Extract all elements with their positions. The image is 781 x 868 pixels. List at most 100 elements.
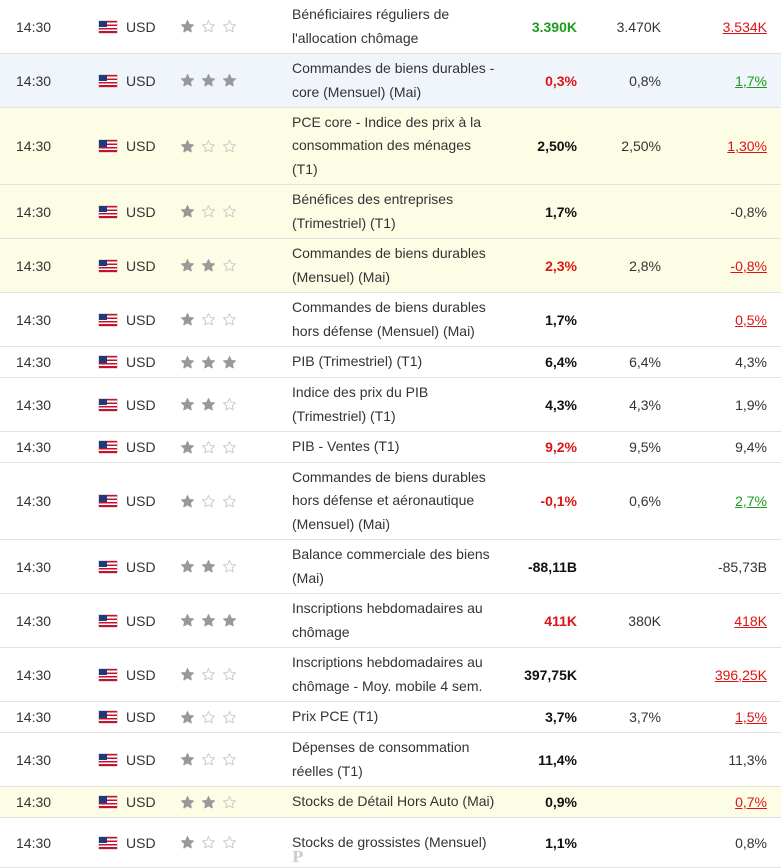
star-filled-icon <box>180 667 195 682</box>
event-name[interactable]: Prix PCE (T1) <box>292 702 514 732</box>
forecast-value: 2,50% <box>621 138 661 154</box>
event-name[interactable]: PIB - Ventes (T1) <box>292 432 514 462</box>
star-filled-icon <box>180 204 195 219</box>
event-name[interactable]: Commandes de biens durables (Mensuel) (Ma… <box>292 239 514 292</box>
table-row[interactable]: 14:30 USD Stocks de Détail Hors Auto (Mai)… <box>0 787 781 818</box>
event-name-line: Balance commerciale des biens <box>292 546 490 562</box>
currency-code: USD <box>126 203 156 220</box>
actual-value: 0,9% <box>545 794 577 810</box>
actual-value: 0,3% <box>545 72 577 89</box>
star-filled-icon <box>180 73 195 88</box>
us-flag-icon <box>99 668 117 681</box>
currency-code: USD <box>126 709 156 725</box>
currency-cell: USD <box>99 818 156 867</box>
table-row[interactable]: 14:30 USD PIB (Trimestriel) (T1) 6,4% 6,4% 4,… <box>0 347 781 378</box>
event-name-line: PIB - Ventes (T1) <box>292 438 400 455</box>
star-empty-icon <box>201 139 216 154</box>
table-row[interactable]: 14:30 USD Inscriptions hebdomadaires au chô… <box>0 648 781 702</box>
star-empty-icon <box>222 312 237 327</box>
star-filled-icon <box>180 710 195 725</box>
importance-stars <box>180 702 243 732</box>
event-name-line: (T1) <box>292 160 318 177</box>
currency-cell: USD <box>99 185 156 238</box>
previous-value: 0,8% <box>735 834 767 851</box>
event-name-line: Dépenses de consommation <box>292 739 470 755</box>
currency-code: USD <box>126 72 156 89</box>
table-row[interactable]: 14:30 USD Indice des prix du PIB (Trimestri… <box>0 378 781 432</box>
previous-value: 0,7% <box>735 794 767 810</box>
forecast-value: 9,5% <box>629 439 661 455</box>
table-row[interactable]: 14:30 USD Dépenses de consommation réelles … <box>0 733 781 787</box>
table-row[interactable]: 14:30 USD PCE core - Indice des prix à la c… <box>0 108 781 185</box>
star-filled-icon <box>180 613 195 628</box>
event-name[interactable]: Indice des prix du PIB (Trimestriel) (T1) <box>292 378 514 431</box>
actual-value: -88,11B <box>527 558 577 575</box>
event-name[interactable]: Bénéfices des entreprises (Trimestriel) (… <box>292 185 514 238</box>
table-row[interactable]: 14:30 USD Commandes de biens durables - cor… <box>0 54 781 108</box>
table-row[interactable]: 14:30 USD PIB - Ventes (T1) 9,2% 9,5% 9,4% <box>0 432 781 463</box>
table-row[interactable]: 14:30 USD Bénéficiaires réguliers de l'allo… <box>0 0 781 54</box>
star-filled-icon <box>201 355 216 370</box>
event-name[interactable]: Stocks de grossistes (Mensuel) <box>292 818 514 867</box>
star-filled-icon <box>180 494 195 509</box>
star-filled-icon <box>201 258 216 273</box>
previous-value: 9,4% <box>735 439 767 455</box>
event-name[interactable]: Commandes de biens durables - core (Mensu… <box>292 54 514 107</box>
event-name[interactable]: Bénéficiaires réguliers de l'allocation c… <box>292 0 514 53</box>
table-row[interactable]: 14:30 USD Commandes de biens durables hors … <box>0 293 781 347</box>
currency-cell: USD <box>99 54 156 107</box>
importance-stars <box>180 787 243 817</box>
star-empty-icon <box>222 559 237 574</box>
event-time: 14:30 <box>16 794 52 810</box>
event-name[interactable]: Dépenses de consommation réelles (T1) <box>292 733 514 786</box>
event-name[interactable]: Commandes de biens durables hors défense … <box>292 293 514 346</box>
event-time: 14:30 <box>16 834 52 851</box>
us-flag-icon <box>99 259 117 272</box>
star-filled-icon <box>201 613 216 628</box>
table-row[interactable]: 14:30 USD Bénéfices des entreprises (Trimes… <box>0 185 781 239</box>
forecast-value: 2,8% <box>629 257 661 274</box>
event-name[interactable]: Inscriptions hebdomadaires au chômage - M… <box>292 648 514 701</box>
table-row[interactable]: 14:30 USD Stocks de grossistes (Mensuel) 1,… <box>0 818 781 868</box>
actual-value: 4,3% <box>545 396 577 413</box>
previous-value: 3.534K <box>722 18 767 35</box>
forecast-value: 6,4% <box>629 354 661 370</box>
previous-value: -85,73B <box>717 558 767 575</box>
currency-cell: USD <box>99 540 156 593</box>
currency-cell: USD <box>99 432 156 462</box>
table-row[interactable]: 14:30 USD Commandes de biens durables (Mens… <box>0 239 781 293</box>
event-time: 14:30 <box>16 311 52 328</box>
table-row[interactable]: 14:30 USD Balance commerciale des biens (Ma… <box>0 540 781 594</box>
table-row[interactable]: 14:30 USD Commandes de biens durables hors … <box>0 463 781 540</box>
event-name[interactable]: Balance commerciale des biens (Mai) <box>292 540 514 593</box>
us-flag-icon <box>99 753 117 766</box>
table-row[interactable]: 14:30 USD Inscriptions hebdomadaires au chô… <box>0 594 781 648</box>
event-name[interactable]: PCE core - Indice des prix à la consommat… <box>292 108 514 184</box>
event-name[interactable]: Inscriptions hebdomadaires au chômage <box>292 594 514 647</box>
event-name[interactable]: Commandes de biens durables hors défense … <box>292 463 514 539</box>
importance-stars <box>180 293 243 346</box>
actual-value: 9,2% <box>545 439 577 455</box>
event-name-line: Commandes de biens durables <box>292 299 486 315</box>
event-name-line: core (Mensuel) (Mai) <box>292 83 422 100</box>
star-empty-icon <box>222 204 237 219</box>
star-filled-icon <box>180 312 195 327</box>
currency-cell: USD <box>99 463 156 539</box>
table-row[interactable]: 14:30 USD Prix PCE (T1) 3,7% 3,7% 1,5% <box>0 702 781 733</box>
event-time: 14:30 <box>16 439 52 455</box>
event-name[interactable]: PIB (Trimestriel) (T1) <box>292 347 514 377</box>
importance-stars <box>180 0 243 53</box>
actual-value: 1,7% <box>545 311 577 328</box>
event-time: 14:30 <box>16 354 52 370</box>
currency-cell: USD <box>99 702 156 732</box>
star-empty-icon <box>201 440 216 455</box>
importance-stars <box>180 648 243 701</box>
event-name-line: hors défense et aéronautique <box>292 492 475 509</box>
event-name[interactable]: Stocks de Détail Hors Auto (Mai) <box>292 787 514 817</box>
event-name-line: hors défense (Mensuel) (Mai) <box>292 322 475 339</box>
importance-stars <box>180 378 243 431</box>
previous-value: 396,25K <box>714 666 767 683</box>
star-empty-icon <box>201 204 216 219</box>
event-name-line: Commandes de biens durables <box>292 245 486 261</box>
us-flag-icon <box>99 796 117 808</box>
